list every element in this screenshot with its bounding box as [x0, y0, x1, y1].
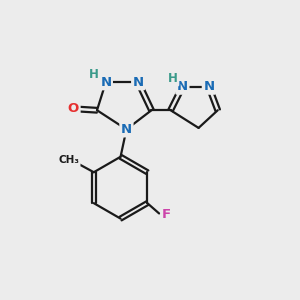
- Text: N: N: [100, 76, 111, 89]
- Text: N: N: [121, 123, 132, 136]
- Text: O: O: [68, 102, 79, 115]
- Text: N: N: [177, 80, 188, 93]
- Text: CH₃: CH₃: [58, 155, 79, 166]
- Text: F: F: [162, 208, 171, 221]
- Text: N: N: [203, 80, 214, 93]
- Text: H: H: [168, 72, 178, 85]
- Text: N: N: [133, 76, 144, 89]
- Text: H: H: [88, 68, 98, 81]
